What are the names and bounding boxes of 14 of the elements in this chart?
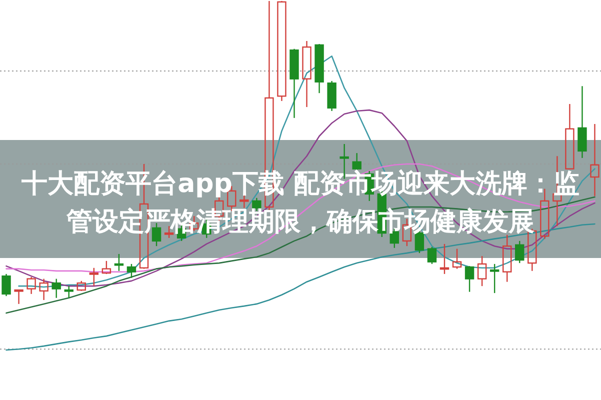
candlestick	[302, 40, 312, 108]
candlestick	[578, 86, 587, 159]
candlestick	[590, 123, 600, 197]
candlestick	[126, 263, 136, 278]
candlestick	[464, 265, 474, 292]
candlestick	[39, 278, 48, 301]
candlestick	[490, 263, 500, 294]
candlestick	[515, 240, 524, 264]
candlestick	[52, 278, 61, 298]
candlestick	[502, 234, 512, 282]
candlestick	[64, 285, 74, 298]
candlestick	[2, 273, 11, 297]
candlestick	[427, 246, 437, 265]
candlestick	[114, 253, 124, 272]
